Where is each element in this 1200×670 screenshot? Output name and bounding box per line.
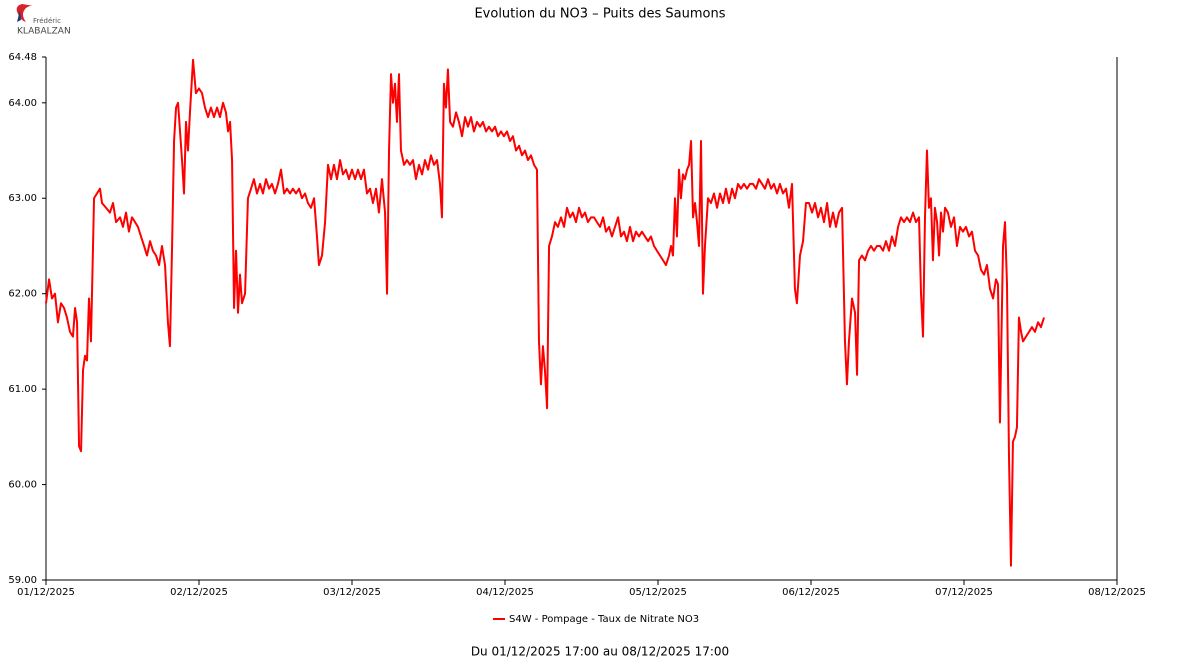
logo-icon-dark [17,10,21,22]
y-tick-label: 60.00 [8,480,37,491]
chart-footer: Du 01/12/2025 17:00 au 08/12/2025 17:00 [471,645,729,659]
y-tick-label: 63.00 [8,193,37,204]
x-tick-label: 02/12/2025 [170,587,228,598]
logo-line2: KLABALZAN [17,27,71,37]
x-tick-label: 01/12/2025 [17,587,75,598]
x-tick-label: 05/12/2025 [629,587,687,598]
y-tick-label: 62.00 [8,289,37,300]
x-tick-label: 04/12/2025 [476,587,534,598]
y-tick-label: 59.00 [8,575,37,586]
x-tick-label: 06/12/2025 [782,587,840,598]
x-tick-label: 07/12/2025 [935,587,993,598]
y-tick-label: 61.00 [8,384,37,395]
x-tick-label: 03/12/2025 [323,587,381,598]
x-tick-label: 08/12/2025 [1088,587,1146,598]
legend-label: S4W - Pompage - Taux de Nitrate NO3 [509,614,699,625]
chart-title: Evolution du NO3 – Puits des Saumons [474,7,725,22]
line-series [45,58,1045,567]
y-tick-label: 64.48 [8,52,37,63]
logo-line1: Frédéric [33,17,61,25]
logo: Frédéric KLABALZAN [16,4,71,37]
y-tick-label: 64.00 [8,98,37,109]
logo-icon [16,4,34,22]
